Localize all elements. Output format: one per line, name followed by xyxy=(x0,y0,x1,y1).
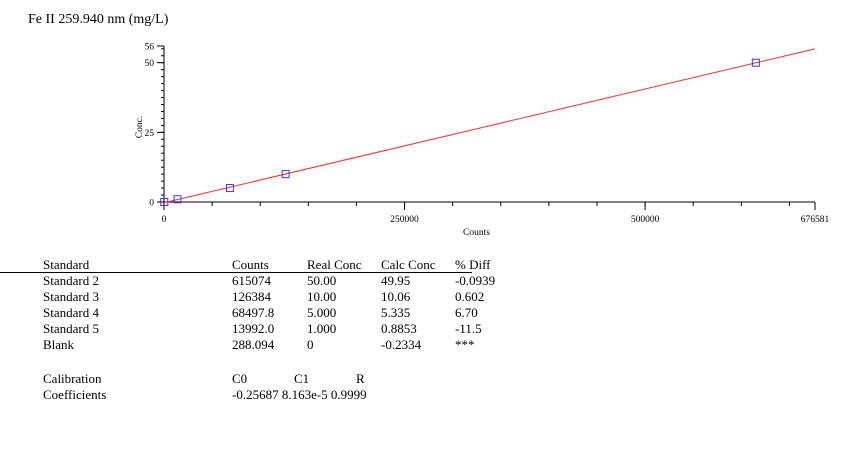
chart-axes xyxy=(157,45,816,210)
y-tick-label: 0 xyxy=(149,199,154,209)
table-cell: -11.5 xyxy=(455,321,482,336)
table-cell: -0.0939 xyxy=(455,273,496,288)
table-cell: Standard 3 xyxy=(43,289,99,304)
table-cell: 0.8853 xyxy=(381,321,417,336)
c0-header: C0 xyxy=(232,371,248,386)
r-header: R xyxy=(356,371,365,386)
fit-line-group xyxy=(163,48,816,204)
table-cell: Standard 4 xyxy=(43,305,99,320)
table-cell: 5.335 xyxy=(381,305,411,320)
calibration-fit-line xyxy=(163,48,816,204)
table-cell: -0.2334 xyxy=(381,337,422,352)
table-header-rule xyxy=(0,272,472,273)
data-point-marker xyxy=(160,198,169,206)
y-tick-label: 50 xyxy=(145,59,155,69)
coefficients-label: Coefficients xyxy=(43,387,107,402)
data-point-marker xyxy=(173,195,182,204)
table-cell: 13992.0 xyxy=(232,321,275,336)
table-header-cell: Calc Conc xyxy=(381,257,436,272)
x-tick-label: 0 xyxy=(162,215,167,225)
table-cell: 6.70 xyxy=(455,305,478,320)
table-header-cell: Standard xyxy=(43,257,90,272)
y-tick-label: 25 xyxy=(145,129,155,139)
table-cell: Standard 5 xyxy=(43,321,99,336)
table-cell: 49.95 xyxy=(381,273,411,288)
coefficients-values: -0.25687 8.163e-5 0.9999 xyxy=(232,387,367,402)
data-point-marker xyxy=(281,170,290,179)
table-cell: 50.00 xyxy=(307,273,337,288)
table-cell: 126384 xyxy=(232,289,271,304)
table-cell: 615074 xyxy=(232,273,271,288)
table-cell: 1.000 xyxy=(307,321,337,336)
table-cell: 68497.8 xyxy=(232,305,275,320)
y-tick-label: 56 xyxy=(145,43,155,53)
calibration-label: Calibration xyxy=(43,371,102,386)
chart-title: Fe II 259.940 nm (mg/L) xyxy=(28,12,169,27)
table-header-cell: Counts xyxy=(232,257,269,272)
table-cell: 0.602 xyxy=(455,289,485,304)
calibration-chart: 0 25 50 56 0 250000 500000 676581 Counts Conc. xyxy=(135,43,830,239)
x-tick-label: 250000 xyxy=(390,215,419,225)
axis-labels-group: 0 25 50 56 0 250000 500000 676581 Counts Conc. xyxy=(135,43,830,239)
table-cell: 10.00 xyxy=(307,289,337,304)
x-tick-label: 500000 xyxy=(631,215,660,225)
y-axis-title: Conc. xyxy=(135,116,145,138)
x-tick-label: 676581 xyxy=(801,215,830,225)
table-cell: 288.094 xyxy=(232,337,275,352)
x-axis-title: Counts xyxy=(463,228,490,238)
table-cell: 10.06 xyxy=(381,289,411,304)
table-header-cell: % Diff xyxy=(455,257,491,272)
table-cell: Blank xyxy=(43,337,75,352)
data-point-marker xyxy=(225,184,234,193)
table-header-cell: Real Conc xyxy=(307,257,362,272)
c1-header: C1 xyxy=(294,371,310,386)
table-cell: 5.000 xyxy=(307,305,337,320)
table-cell: Standard 2 xyxy=(43,273,99,288)
table-cell: 0 xyxy=(307,337,314,352)
table-cell: *** xyxy=(455,337,475,352)
data-points-group xyxy=(160,58,760,206)
data-point-marker xyxy=(751,58,760,67)
